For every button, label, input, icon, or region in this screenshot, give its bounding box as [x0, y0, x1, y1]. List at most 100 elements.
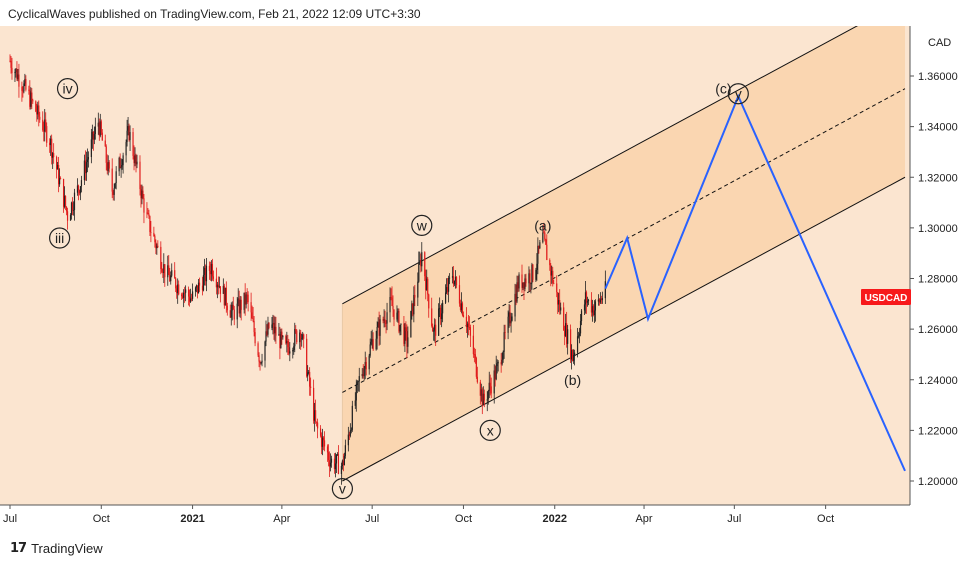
time-tick-label: Oct	[817, 513, 834, 525]
candle	[246, 288, 248, 304]
candle	[448, 273, 451, 285]
candle	[164, 264, 166, 287]
time-tick-label: Oct	[455, 513, 472, 525]
candle	[201, 276, 204, 296]
candle	[149, 215, 151, 237]
candle	[371, 329, 373, 349]
candle	[16, 61, 18, 82]
candle	[357, 380, 359, 392]
candle	[340, 462, 343, 485]
candle	[546, 234, 548, 261]
candle	[155, 239, 157, 255]
candle	[66, 207, 69, 230]
wave-label-text: w	[416, 217, 428, 233]
candle	[466, 321, 469, 338]
candle	[84, 150, 87, 181]
candle	[323, 431, 326, 452]
candle	[509, 304, 511, 327]
chart-area[interactable]: iv iii v w x (a) (b) (c) y 1.36000 1.34000 1.32000…	[0, 0, 977, 531]
candle	[398, 308, 400, 334]
candle	[51, 134, 53, 165]
candle	[349, 423, 351, 438]
candle	[136, 154, 138, 169]
channel-lower-line	[342, 176, 906, 482]
candle	[21, 81, 23, 102]
candle	[91, 124, 93, 149]
candle	[218, 276, 220, 289]
candle	[378, 311, 380, 346]
candle	[93, 126, 95, 145]
candle	[36, 103, 38, 122]
wave-label-circle	[479, 419, 501, 441]
candle	[197, 279, 200, 294]
candle	[215, 267, 217, 295]
candle	[92, 131, 94, 151]
candle	[105, 144, 107, 171]
price-axis[interactable]: 1.36000 1.34000 1.32000 1.30000 1.28000 1.260…	[910, 71, 958, 488]
candle	[341, 459, 344, 470]
candle	[459, 299, 462, 312]
candle	[127, 116, 129, 136]
candle	[45, 112, 47, 133]
candle	[551, 265, 553, 284]
candle	[288, 338, 290, 356]
candle	[578, 327, 581, 344]
candle	[160, 241, 162, 275]
candle	[591, 299, 594, 322]
candle	[577, 331, 580, 339]
candle	[229, 304, 231, 318]
candle	[351, 400, 353, 432]
candle	[18, 63, 20, 98]
price-chart[interactable]: iv iii v w x (a) (b) (c) y 1.36000 1.34000 1.32000…	[0, 0, 977, 531]
candle	[529, 269, 531, 292]
candle	[194, 286, 197, 297]
candle	[264, 340, 266, 368]
time-axis[interactable]: Jul Oct 2021 Apr Jul Oct 2022 Apr Jul Oct	[3, 505, 834, 525]
candle	[233, 305, 235, 326]
candle	[347, 426, 349, 452]
candle	[425, 269, 427, 300]
price-tick-label: 1.32000	[918, 172, 958, 184]
candle	[473, 347, 475, 363]
candle	[375, 330, 377, 351]
candle	[454, 270, 457, 289]
candle	[29, 80, 31, 110]
candle	[236, 297, 238, 329]
candle	[219, 286, 221, 303]
candle	[368, 353, 370, 375]
projection-path	[604, 93, 906, 472]
candle	[592, 304, 595, 317]
candle	[157, 240, 159, 248]
candle	[274, 316, 276, 342]
candle	[406, 324, 408, 359]
candle	[494, 365, 496, 387]
candle	[302, 331, 304, 341]
candle	[86, 148, 88, 173]
candle	[119, 153, 121, 169]
candle	[147, 207, 149, 215]
candle	[175, 277, 177, 293]
candle	[178, 280, 180, 296]
candle	[181, 292, 183, 300]
candle	[599, 292, 601, 304]
candle	[161, 261, 163, 273]
wave-label-circle	[56, 78, 79, 100]
candle	[260, 361, 262, 365]
candle	[300, 329, 302, 350]
footer-brand[interactable]: 17 TradingView	[10, 541, 103, 556]
candle	[365, 357, 367, 376]
candle	[363, 365, 365, 380]
candle	[205, 257, 208, 292]
candle	[481, 387, 483, 415]
candle	[356, 380, 358, 394]
candle	[488, 371, 490, 399]
candles	[9, 54, 606, 485]
candle	[424, 251, 426, 281]
candle	[22, 86, 24, 98]
candle	[316, 418, 319, 439]
candle	[43, 121, 45, 142]
candle	[476, 366, 478, 384]
candle	[97, 112, 99, 135]
wave-label: (c)	[715, 81, 731, 97]
candle	[570, 324, 572, 363]
